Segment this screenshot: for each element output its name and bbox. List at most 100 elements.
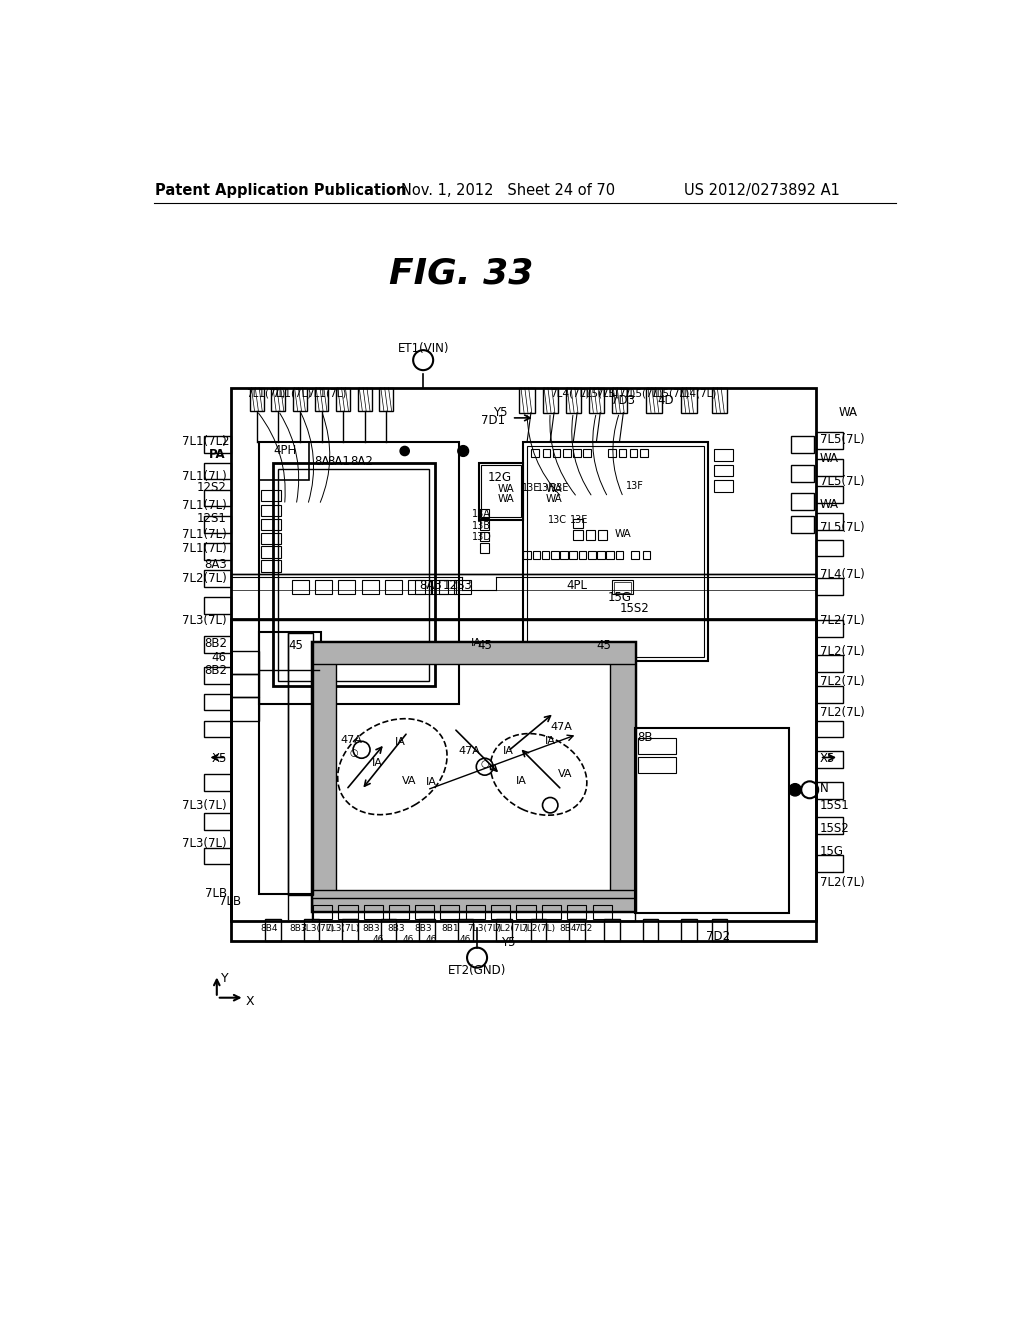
Text: 8B2: 8B2: [204, 664, 226, 677]
Bar: [523, 552, 531, 558]
Text: 7L3(7L): 7L3(7L): [301, 924, 335, 933]
Bar: [611, 581, 634, 594]
Bar: [478, 462, 523, 520]
Bar: [204, 597, 230, 614]
Bar: [792, 494, 814, 511]
Bar: [314, 388, 329, 411]
Text: 7L3(7L): 7L3(7L): [468, 924, 502, 933]
Text: 4PH: 4PH: [273, 445, 296, 458]
Bar: [579, 552, 587, 558]
Bar: [816, 686, 843, 702]
Bar: [315, 581, 333, 594]
Bar: [635, 729, 788, 913]
Text: 7D1: 7D1: [481, 413, 505, 426]
Bar: [480, 508, 489, 517]
Text: Y5: Y5: [501, 936, 515, 949]
Bar: [204, 462, 230, 479]
Text: X: X: [246, 995, 255, 1008]
Bar: [816, 817, 843, 834]
Bar: [816, 459, 843, 475]
Bar: [497, 919, 512, 941]
Bar: [361, 581, 379, 594]
Text: 7L2(7L): 7L2(7L): [819, 706, 864, 719]
Bar: [204, 490, 230, 507]
Text: 8A2: 8A2: [350, 454, 373, 467]
Bar: [339, 581, 355, 594]
Bar: [304, 919, 319, 941]
Bar: [261, 519, 281, 531]
Text: 13F: 13F: [626, 480, 644, 491]
Bar: [279, 469, 429, 681]
Bar: [311, 642, 635, 664]
Text: 8A3: 8A3: [420, 579, 442, 593]
Bar: [261, 561, 281, 572]
Circle shape: [400, 446, 410, 455]
Bar: [816, 751, 843, 768]
Bar: [313, 906, 333, 919]
Text: Y: Y: [221, 972, 229, 985]
Bar: [681, 919, 696, 941]
Bar: [816, 781, 843, 799]
Bar: [527, 446, 705, 657]
Text: PA: PA: [209, 449, 225, 462]
Bar: [204, 775, 230, 792]
Bar: [408, 581, 425, 594]
Text: ET2(GND): ET2(GND): [447, 964, 506, 977]
Bar: [542, 552, 550, 558]
Text: 12S1: 12S1: [197, 512, 226, 525]
Bar: [604, 919, 620, 941]
Bar: [389, 906, 409, 919]
Bar: [712, 388, 727, 412]
Text: 7L5(7L): 7L5(7L): [596, 388, 635, 399]
Text: ET1(VIN): ET1(VIN): [397, 342, 449, 355]
Bar: [454, 581, 471, 594]
Bar: [364, 906, 383, 919]
Text: 7L2(7L): 7L2(7L): [495, 924, 528, 933]
Text: 7L1(7L): 7L1(7L): [182, 436, 226, 449]
Bar: [630, 449, 637, 457]
Text: 15G: 15G: [819, 845, 844, 858]
Text: 13E: 13E: [551, 483, 569, 492]
Bar: [204, 636, 230, 653]
Bar: [532, 552, 541, 558]
Text: 7L2(7L): 7L2(7L): [819, 875, 864, 888]
Text: IA: IA: [372, 758, 382, 768]
Text: VA: VA: [558, 770, 572, 779]
Text: WA: WA: [819, 499, 839, 511]
Bar: [638, 738, 677, 754]
Text: 8A3: 8A3: [204, 557, 226, 570]
Bar: [543, 388, 558, 412]
Text: Y5: Y5: [494, 407, 508, 418]
Text: 12S2: 12S2: [197, 482, 226, 495]
Text: X5: X5: [211, 752, 226, 766]
Bar: [466, 906, 484, 919]
Text: WA: WA: [546, 494, 562, 504]
Bar: [597, 552, 605, 558]
Text: FIG. 33: FIG. 33: [389, 257, 534, 290]
Bar: [204, 721, 230, 738]
Bar: [542, 906, 561, 919]
Bar: [586, 531, 595, 540]
Text: IA: IA: [394, 737, 406, 747]
Text: WA: WA: [819, 453, 839, 465]
Text: 4PL: 4PL: [566, 579, 588, 593]
Bar: [593, 906, 611, 919]
Text: 46: 46: [212, 651, 226, 664]
Bar: [618, 449, 627, 457]
Bar: [261, 546, 281, 558]
Text: 47A: 47A: [341, 735, 362, 744]
Bar: [336, 388, 350, 411]
Text: US 2012/0273892 A1: US 2012/0273892 A1: [684, 183, 840, 198]
Bar: [638, 758, 677, 774]
Bar: [204, 436, 230, 453]
Bar: [261, 533, 281, 544]
Bar: [230, 619, 816, 921]
Bar: [490, 906, 510, 919]
Text: IA: IA: [425, 777, 436, 787]
Bar: [606, 552, 614, 558]
Text: WA: WA: [498, 494, 514, 504]
Text: 7LB: 7LB: [205, 887, 226, 900]
Text: 8B4: 8B4: [559, 924, 577, 933]
Text: IA: IA: [471, 639, 481, 648]
Bar: [292, 581, 309, 594]
